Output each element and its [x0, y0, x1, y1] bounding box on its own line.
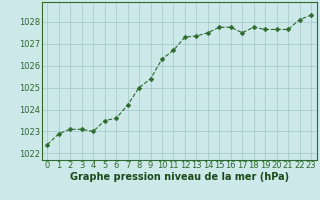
X-axis label: Graphe pression niveau de la mer (hPa): Graphe pression niveau de la mer (hPa): [70, 172, 289, 182]
